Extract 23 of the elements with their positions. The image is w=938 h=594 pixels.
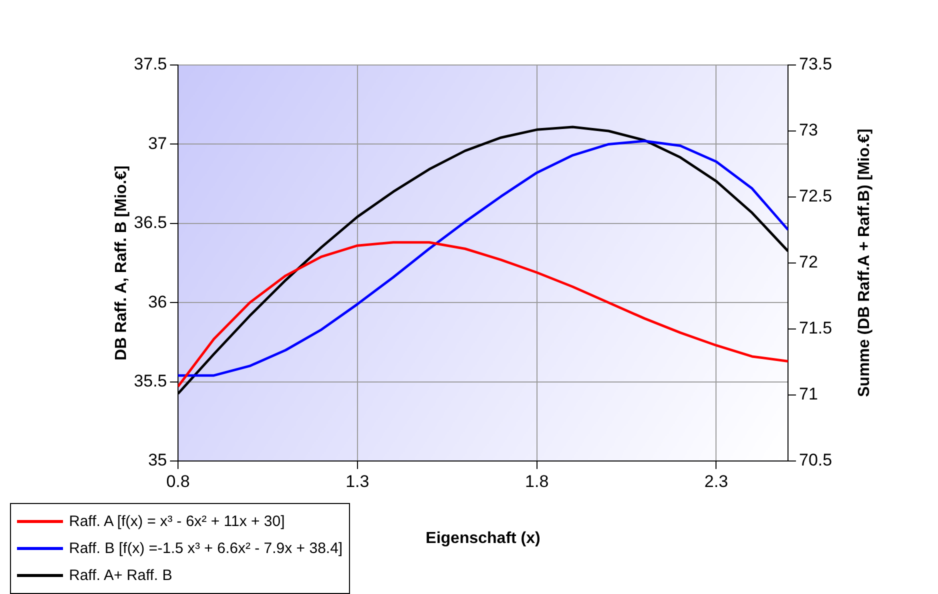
y-tick-label: 36.5 xyxy=(134,213,167,232)
y2-axis-title: Summe (DB Raff.A + Raff.B) [Mio.€] xyxy=(856,128,874,397)
y2-tick-label: 71.5 xyxy=(799,318,832,338)
x-tick-label: 1.3 xyxy=(346,472,370,491)
y2-tick-label: 73 xyxy=(799,120,818,140)
y2-tick-label: 70.5 xyxy=(799,450,832,470)
legend-label: Raff. B [f(x) =-1.5 x³ + 6.6x² - 7.9x + 38.4] xyxy=(69,540,343,557)
y-axis-title: DB Raff. A, Raff. B [Mio.€] xyxy=(113,166,130,360)
y2-tick-label: 73.5 xyxy=(799,54,832,74)
x-axis-title: Eigenschaft (x) xyxy=(426,530,540,547)
y-tick-label: 37.5 xyxy=(134,54,167,74)
y-tick-label: 35.5 xyxy=(134,371,167,390)
legend-label: Raff. A+ Raff. B xyxy=(69,567,172,584)
y2-tick-label: 71 xyxy=(799,384,818,404)
y-tick-label: 35 xyxy=(148,450,167,470)
x-tick-label: 1.8 xyxy=(525,472,549,491)
x-tick-label: 0.8 xyxy=(166,472,190,491)
x-tick-label: 2.3 xyxy=(704,472,728,491)
y2-tick-label: 72 xyxy=(799,252,818,272)
y-tick-label: 37 xyxy=(148,134,167,153)
legend-label: Raff. A [f(x) = x³ - 6x² + 11x + 30] xyxy=(69,513,285,530)
y2-tick-label: 72.5 xyxy=(799,186,832,206)
y-tick-label: 36 xyxy=(148,292,167,312)
